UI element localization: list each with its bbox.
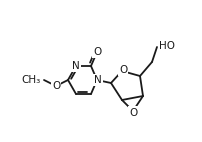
Text: O: O <box>52 81 60 91</box>
Text: O: O <box>129 107 137 117</box>
Text: N: N <box>94 75 102 85</box>
Text: O: O <box>93 47 101 57</box>
Text: N: N <box>72 61 80 71</box>
Text: HO: HO <box>159 41 175 51</box>
Text: O: O <box>119 65 127 75</box>
Text: CH₃: CH₃ <box>22 75 41 85</box>
